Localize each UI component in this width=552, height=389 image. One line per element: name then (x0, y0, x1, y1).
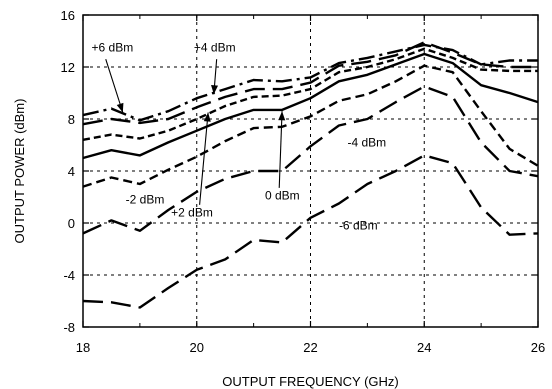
arrow-group (105, 59, 286, 205)
y-tick-label: 16 (61, 8, 75, 23)
y-tick-label: 12 (61, 60, 75, 75)
arrow-head (278, 111, 286, 121)
arrow-head (116, 102, 124, 113)
series-annotation: +4 dBm (194, 40, 236, 54)
series-group (82, 41, 539, 309)
series-line-7 (82, 154, 539, 309)
y-axis-title: OUTPUT POWER (dBm) (12, 99, 27, 244)
arrow-line (105, 59, 124, 113)
series-annotation: -2 dBm (126, 193, 165, 207)
x-tick-label: 20 (190, 340, 204, 355)
series-line-4 (82, 52, 539, 160)
series-line-5 (82, 64, 539, 188)
series-line-2 (82, 41, 538, 126)
x-tick-label: 26 (531, 340, 545, 355)
y-tick-label: 4 (68, 164, 75, 179)
annotation-group: +6 dBm +4 dBm -4 dBm -2 dBm 0 dBm +2 dBm -6 dB… (92, 40, 387, 232)
y-tick-label: -4 (63, 268, 75, 283)
arrow-head (203, 112, 211, 122)
x-tick-label: 18 (76, 340, 90, 355)
y-tick-label: 8 (68, 112, 75, 127)
x-tick-label: 22 (303, 340, 317, 355)
arrow-head (211, 85, 219, 95)
y-tick-label: 0 (68, 216, 75, 231)
x-tick-label: 24 (417, 340, 431, 355)
series-annotation: +2 dBm (171, 206, 213, 220)
series-annotation: +6 dBm (92, 40, 134, 54)
series-line-6 (82, 85, 539, 235)
arrow-line (278, 111, 283, 188)
series-line-3 (82, 47, 538, 141)
y-tick-label: -8 (63, 320, 75, 335)
x-axis-title: OUTPUT FREQUENCY (GHz) (222, 374, 398, 389)
grid (83, 15, 538, 327)
series-annotation: -4 dBm (347, 135, 386, 149)
series-annotation: 0 dBm (265, 189, 300, 203)
series-annotation: -6 dBm (339, 219, 378, 233)
series-line-1 (82, 43, 538, 122)
tick-group: -8 -4 0 4 8 12 16 18 20 22 24 26 (61, 8, 546, 355)
arrow-line (199, 112, 209, 205)
